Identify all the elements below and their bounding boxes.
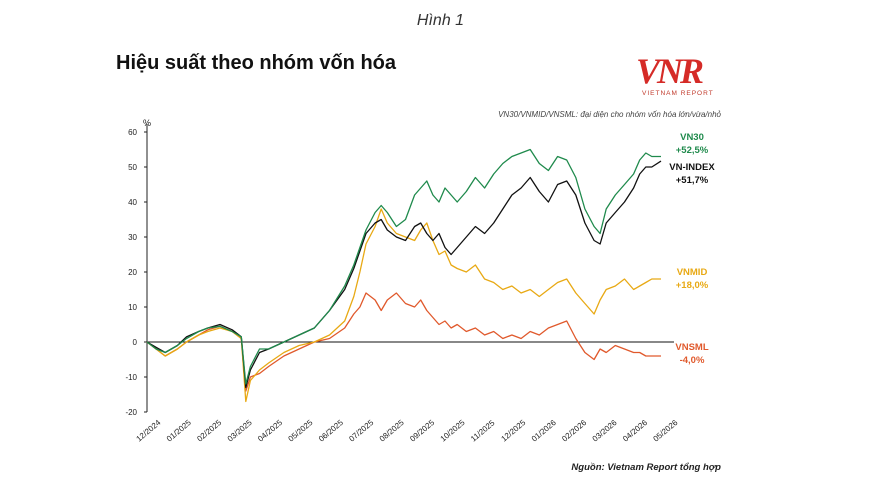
- x-tick-label: 04/2025: [256, 418, 284, 444]
- x-tick-label: 03/2025: [226, 418, 254, 444]
- x-tick-label: 09/2025: [408, 418, 436, 444]
- y-tick-label: 20: [128, 268, 137, 277]
- x-tick-label: 05/2026: [652, 418, 680, 444]
- end-label-vnsml: VNSML: [675, 342, 708, 353]
- x-tick-label: 08/2025: [378, 418, 406, 444]
- vietnam-report-logo: VNR VIETNAM REPORT: [636, 52, 716, 100]
- end-label-vnmid: VNMID: [677, 267, 708, 278]
- chart-title: Hiệu suất theo nhóm vốn hóa: [116, 52, 397, 74]
- x-tick-label: 01/2025: [165, 418, 193, 444]
- y-tick-label: -10: [125, 373, 137, 382]
- end-change-vnsml: -4,0%: [680, 355, 705, 366]
- x-tick-label: 05/2025: [287, 418, 315, 444]
- x-tick-label: 12/2025: [499, 418, 527, 444]
- x-tick-label: 01/2026: [530, 418, 558, 444]
- end-change-vn-index: +51,7%: [676, 175, 709, 186]
- x-tick-label: 06/2025: [317, 418, 345, 444]
- end-change-vn30: +52,5%: [676, 145, 709, 156]
- end-change-vnmid: +18,0%: [676, 280, 709, 291]
- y-tick-label: 30: [128, 233, 137, 242]
- x-tick-label: 12/2024: [135, 418, 163, 444]
- x-tick-label: 10/2025: [439, 418, 467, 444]
- y-tick-label: 0: [133, 338, 138, 347]
- figure-label: Hình 1: [416, 12, 465, 29]
- y-tick-label: 60: [128, 128, 137, 137]
- series-line-vn30: [146, 148, 661, 385]
- logo-subtitle: VIETNAM REPORT: [642, 90, 714, 97]
- x-tick-label: 04/2026: [621, 418, 649, 444]
- x-tick-label: 07/2025: [347, 418, 375, 444]
- x-tick-label: 11/2025: [469, 418, 497, 443]
- logo-mark: VNR: [636, 51, 704, 91]
- source-note: Nguồn: Vietnam Report tổng hợp: [571, 462, 721, 473]
- y-tick-label: 50: [128, 163, 137, 172]
- x-tick-label: 03/2026: [591, 418, 619, 444]
- x-tick-label: 02/2026: [560, 418, 588, 444]
- end-label-vn-index: VN-INDEX: [669, 162, 715, 173]
- chart-note: VN30/VNMID/VNSML: đại diện cho nhóm vốn …: [498, 110, 721, 119]
- series-line-vnmid: [146, 208, 661, 403]
- y-tick-label: 10: [128, 303, 137, 312]
- y-axis-unit: %: [143, 118, 151, 128]
- y-tick-label: 40: [128, 198, 137, 207]
- series-line-vn-index: [146, 160, 662, 389]
- x-tick-label: 02/2025: [195, 418, 223, 444]
- end-label-vn30: VN30: [680, 132, 704, 143]
- y-tick-label: -20: [125, 408, 137, 417]
